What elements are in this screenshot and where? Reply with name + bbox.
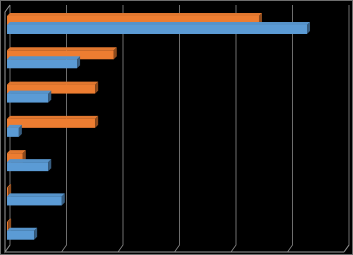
bar-top — [7, 218, 12, 222]
grid-line — [287, 5, 293, 253]
bar-end — [18, 124, 22, 137]
bar-top — [7, 124, 22, 128]
bar-top — [7, 90, 52, 94]
bar — [7, 162, 49, 172]
bar-top — [7, 159, 52, 163]
bar-end — [61, 193, 65, 206]
bar — [7, 118, 96, 128]
bar — [7, 25, 308, 34]
bar — [7, 196, 62, 206]
bar-end — [113, 47, 117, 60]
bar — [7, 153, 23, 163]
bar — [7, 221, 9, 231]
bar-end — [307, 22, 311, 34]
bar — [7, 16, 259, 25]
bar-top — [7, 47, 117, 51]
bar-end — [48, 90, 52, 103]
bar-top — [7, 56, 81, 60]
bar-top — [7, 13, 262, 16]
bar — [7, 50, 114, 60]
bar-top — [7, 184, 12, 188]
grid-line — [230, 5, 237, 253]
bar-end — [48, 159, 52, 172]
bar-top — [7, 22, 311, 25]
bar — [7, 127, 19, 137]
bar-top — [7, 81, 99, 85]
bar-end — [77, 56, 81, 69]
grid-line — [117, 5, 124, 253]
bar-end — [95, 81, 99, 94]
bar-end — [95, 115, 99, 128]
bar-top — [7, 150, 26, 154]
grid-line — [174, 5, 180, 253]
bar-top — [7, 227, 38, 231]
grid-line — [343, 5, 350, 253]
bar — [7, 187, 9, 197]
bar-top — [7, 115, 99, 119]
bar-top — [7, 193, 65, 197]
bar — [7, 59, 78, 69]
bar — [7, 93, 49, 103]
bar — [7, 230, 35, 240]
bar-end — [34, 227, 38, 240]
bar — [7, 84, 96, 94]
